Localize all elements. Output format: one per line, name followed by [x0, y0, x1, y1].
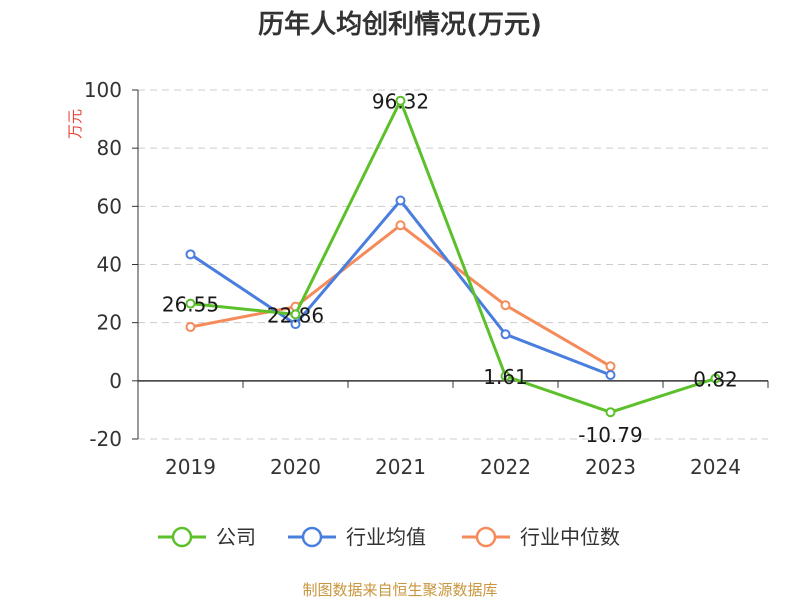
y-tick-label: 80	[97, 136, 122, 160]
data-point	[500, 300, 511, 311]
legend-marker	[301, 526, 323, 548]
y-tick-label: 60	[97, 194, 122, 218]
data-point	[605, 370, 616, 381]
data-point	[500, 371, 511, 382]
legend[interactable]: 公司 行业均值 行业中位数	[158, 525, 620, 549]
data-point	[185, 298, 196, 309]
x-tick-label: 2024	[690, 455, 741, 479]
data-point	[395, 220, 406, 231]
data-label: 26.55	[162, 293, 219, 317]
legend-label: 行业均值	[346, 525, 426, 549]
data-point	[185, 322, 196, 333]
legend-label: 公司	[216, 525, 256, 549]
data-label: 0.82	[693, 367, 738, 391]
x-tick-label: 2019	[165, 455, 216, 479]
data-point	[500, 329, 511, 340]
data-point	[710, 373, 721, 384]
data-label: -10.79	[578, 423, 642, 447]
data-point	[185, 249, 196, 260]
legend-item-0[interactable]: 公司	[158, 525, 256, 549]
chart-title: 历年人均创利情况(万元)	[258, 9, 542, 40]
data-labels: 26.55 22.86 96.32 1.61 -10.79 0.82	[162, 90, 738, 448]
legend-marker	[475, 526, 497, 548]
data-point	[290, 319, 301, 330]
series-line-0	[190, 99, 716, 414]
y-tick-label: 100	[84, 78, 122, 102]
legend-marker	[171, 526, 193, 548]
axes: -20 0 20 40 60 80 100 2019 2020 2021 2022 2023 2024	[84, 78, 769, 479]
y-tick-label: 40	[97, 253, 122, 277]
data-point	[395, 95, 406, 106]
x-tick-label: 2020	[270, 455, 321, 479]
data-point	[395, 195, 406, 206]
x-tick-label: 2023	[585, 455, 636, 479]
y-tick-label: -20	[89, 427, 122, 451]
x-tick-label: 2021	[375, 455, 426, 479]
data-point	[290, 309, 301, 320]
data-label: 22.86	[267, 303, 324, 327]
data-label: 96.32	[372, 90, 429, 114]
data-point	[605, 407, 616, 418]
data-source-note: 制图数据来自恒生聚源数据库	[302, 581, 497, 599]
legend-item-1[interactable]: 行业均值	[288, 525, 426, 549]
data-label: 1.61	[483, 365, 528, 389]
data-point	[605, 361, 616, 372]
y-tick-label: 0	[109, 369, 122, 393]
series-group	[185, 95, 721, 418]
x-tick-label: 2022	[480, 455, 531, 479]
y-tick-label: 20	[97, 311, 122, 335]
legend-item-2[interactable]: 行业中位数	[462, 525, 620, 549]
legend-label: 行业中位数	[520, 525, 620, 549]
y-axis-unit: 万元	[66, 109, 84, 139]
